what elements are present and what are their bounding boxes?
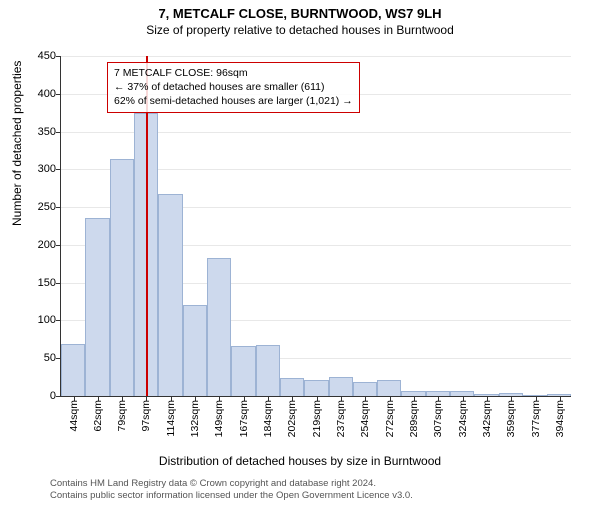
x-axis-label: Distribution of detached houses by size … [0, 454, 600, 468]
xtick-label: 97sqm [140, 400, 152, 432]
xtick-label: 394sqm [554, 400, 566, 437]
annotation-line2: ← 37% of detached houses are smaller (61… [114, 80, 353, 94]
histogram-bar [110, 159, 134, 396]
xtick-label: 289sqm [408, 400, 420, 437]
ytick-mark [56, 207, 61, 208]
chart-subtitle: Size of property relative to detached ho… [0, 23, 600, 37]
ytick-mark [56, 320, 61, 321]
plot-region: 05010015020025030035040045044sqm62sqm79s… [60, 56, 571, 397]
histogram-bar [353, 382, 377, 396]
xtick-label: 219sqm [311, 400, 323, 437]
gridline [61, 56, 571, 57]
xtick-label: 79sqm [116, 400, 128, 432]
xtick-label: 184sqm [262, 400, 274, 437]
ytick-label: 100 [16, 314, 56, 326]
histogram-bar [61, 344, 85, 396]
footnote-line1: Contains HM Land Registry data © Crown c… [50, 478, 413, 490]
xtick-label: 62sqm [92, 400, 104, 432]
xtick-label: 254sqm [359, 400, 371, 437]
ytick-label: 400 [16, 88, 56, 100]
histogram-bar [256, 345, 280, 396]
xtick-label: 359sqm [505, 400, 517, 437]
xtick-label: 202sqm [286, 400, 298, 437]
xtick-label: 132sqm [189, 400, 201, 437]
xtick-label: 307sqm [432, 400, 444, 437]
xtick-label: 272sqm [384, 400, 396, 437]
ytick-label: 150 [16, 277, 56, 289]
chart-title: 7, METCALF CLOSE, BURNTWOOD, WS7 9LH [0, 6, 600, 21]
ytick-mark [56, 169, 61, 170]
xtick-label: 44sqm [68, 400, 80, 432]
xtick-label: 342sqm [481, 400, 493, 437]
xtick-label: 167sqm [238, 400, 250, 437]
ytick-mark [56, 94, 61, 95]
annotation-line1: 7 METCALF CLOSE: 96sqm [114, 66, 353, 80]
ytick-label: 450 [16, 50, 56, 62]
histogram-bar [207, 258, 231, 396]
xtick-label: 114sqm [165, 400, 177, 437]
ytick-label: 200 [16, 239, 56, 251]
ytick-mark [56, 245, 61, 246]
xtick-label: 237sqm [335, 400, 347, 437]
xtick-label: 377sqm [530, 400, 542, 437]
histogram-bar [280, 378, 304, 396]
histogram-bar [183, 305, 207, 396]
ytick-mark [56, 283, 61, 284]
ytick-label: 300 [16, 163, 56, 175]
ytick-mark [56, 132, 61, 133]
annotation-box: 7 METCALF CLOSE: 96sqm← 37% of detached … [107, 62, 360, 113]
histogram-bar [158, 194, 182, 396]
histogram-bar [85, 218, 109, 396]
xtick-label: 149sqm [213, 400, 225, 437]
chart-area: 05010015020025030035040045044sqm62sqm79s… [60, 56, 570, 426]
footnote-line2: Contains public sector information licen… [50, 490, 413, 502]
ytick-label: 50 [16, 352, 56, 364]
footnote: Contains HM Land Registry data © Crown c… [50, 478, 413, 502]
ytick-mark [56, 56, 61, 57]
histogram-bar [377, 380, 401, 396]
annotation-line3: 62% of semi-detached houses are larger (… [114, 94, 353, 108]
ytick-label: 250 [16, 201, 56, 213]
ytick-label: 0 [16, 390, 56, 402]
ytick-label: 350 [16, 126, 56, 138]
histogram-bar [304, 380, 328, 396]
histogram-bar [329, 377, 353, 396]
xtick-label: 324sqm [457, 400, 469, 437]
histogram-bar [231, 346, 255, 396]
ytick-mark [56, 396, 61, 397]
